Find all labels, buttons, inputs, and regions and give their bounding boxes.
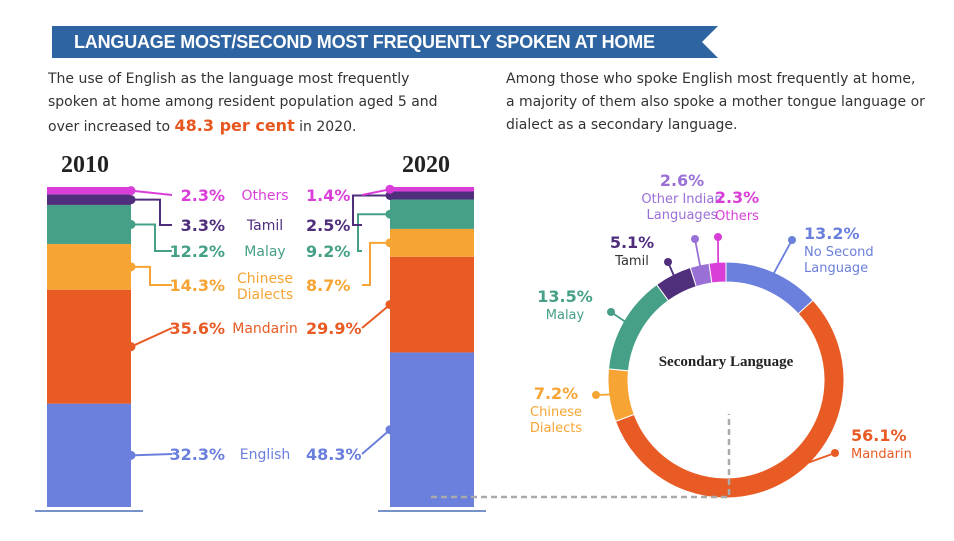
legend-label-line: Dialects: [237, 287, 293, 303]
data-label-2010-malay: 12.2%: [169, 242, 225, 261]
bar-2020-english: [390, 352, 474, 507]
donut-marker-tamil: [664, 258, 672, 266]
year-label-2010: 2010: [61, 152, 109, 178]
donut-leader-other-indian-languages: [694, 238, 703, 275]
donut-marker-malay: [607, 308, 615, 316]
donut-name-line: Chinese: [530, 405, 582, 420]
donut-value-other-indian-languages: 2.6%: [660, 171, 704, 190]
bar-2020-tamil: [390, 191, 474, 200]
donut-marker-no-second-language: [788, 236, 796, 244]
donut-marker-other-indian-languages: [691, 235, 699, 243]
donut-value-chinese-dialects: 7.2%: [534, 384, 578, 403]
connector-2010-chinese-dialects: [131, 265, 172, 286]
dashed-link-line: [431, 414, 731, 499]
data-label-2020-english: 48.3%: [306, 445, 362, 464]
bar-2010-tamil: [47, 194, 131, 205]
donut-name-tamil: Tamil: [614, 254, 649, 269]
data-label-2010-tamil: 3.3%: [181, 216, 225, 235]
donut-name-chinese-dialects: Chinese Dialects: [530, 405, 582, 436]
connector-2010-tamil: [131, 198, 172, 226]
page-title: LANGUAGE MOST/SECOND MOST FREQUENTLY SPO…: [74, 32, 655, 52]
donut-name-line: Language: [804, 261, 868, 276]
connector-2010-malay: [131, 223, 172, 252]
connector-2010-english: [130, 453, 173, 457]
data-label-2010-chinese-dialects: 14.3%: [169, 276, 225, 295]
donut-center-title: Secondary Language: [658, 354, 794, 370]
donut-value-tamil: 5.1%: [610, 233, 654, 252]
bar-2010-malay: [47, 204, 131, 244]
donut-name-line: Mandarin: [851, 447, 912, 462]
donut-name-line: Malay: [546, 308, 585, 323]
donut-marker-chinese-dialects: [592, 391, 600, 399]
data-label-2020-tamil: 2.5%: [306, 216, 350, 235]
legend-label-english: English: [240, 447, 291, 463]
data-label-2010-others: 2.3%: [181, 186, 225, 205]
donut-name-line: Tamil: [614, 254, 649, 269]
donut-name-line: Other Indian: [641, 192, 722, 207]
donut-name-no-second-language: No Second Language: [804, 245, 874, 276]
bar-2020-malay: [390, 199, 474, 229]
intro-text-left: The use of English as the language most …: [48, 68, 448, 139]
donut-name-line: Dialects: [530, 421, 582, 436]
connector-2020-others: [361, 188, 391, 196]
bar-2020-chinese-dialects: [390, 228, 474, 257]
donut-name-line: No Second: [804, 245, 874, 260]
donut-slice-mandarin: [614, 299, 845, 499]
bar-2010-english: [47, 403, 131, 507]
donut-leader-mandarin: [782, 452, 836, 473]
intro-text-left-tail: in 2020.: [294, 119, 357, 135]
donut-leader-malay: [610, 311, 633, 328]
donut-value-mandarin: 56.1%: [851, 426, 907, 445]
data-label-2020-malay: 9.2%: [306, 242, 350, 261]
donut-leader-no-second-language: [768, 239, 793, 282]
bar-2020-mandarin: [390, 256, 474, 353]
legend-label-malay: Malay: [244, 244, 285, 260]
bar-2020-others: [390, 187, 474, 192]
data-label-2010-mandarin: 35.6%: [169, 319, 225, 338]
donut-name-malay: Malay: [546, 308, 585, 323]
bar-2010-others: [47, 187, 131, 195]
donut-name-line: Others: [715, 209, 759, 224]
donut-marker-mandarin: [831, 449, 839, 457]
title-banner: [52, 26, 718, 58]
connector-2020-chinese-dialects: [362, 241, 390, 286]
intro-text-right: Among those who spoke English most frequ…: [506, 71, 925, 133]
donut-name-others: Others: [715, 209, 759, 224]
year-label-2020: 2020: [402, 152, 450, 178]
data-label-2010-english: 32.3%: [169, 445, 225, 464]
connector-2020-english: [361, 428, 391, 455]
donut-slice-others: [708, 261, 727, 284]
donut-name-other-indian-languages: Other Indian Languages: [641, 192, 722, 223]
donut-name-mandarin: Mandarin: [851, 447, 912, 462]
title-banner-shape: [52, 26, 718, 58]
donut-slice-no-second-language: [725, 261, 814, 315]
connector-2020-malay: [357, 213, 390, 252]
legend-label-tamil: Tamil: [246, 218, 283, 234]
bar-2010-chinese-dialects: [47, 243, 131, 290]
donut-name-line: Languages: [647, 208, 718, 223]
connector-2020-tamil: [352, 194, 390, 226]
data-label-2020-chinese-dialects: 8.7%: [306, 276, 350, 295]
connector-2020-mandarin: [361, 303, 391, 329]
legend-label-line: Chinese: [237, 271, 293, 287]
legend-label-others: Others: [241, 188, 288, 204]
connector-2010-mandarin: [130, 327, 173, 348]
donut-value-malay: 13.5%: [537, 287, 593, 306]
intro-highlight: 48.3 per cent: [174, 116, 295, 135]
donut-value-no-second-language: 13.2%: [804, 224, 860, 243]
connector-2010-others: [130, 189, 173, 196]
data-label-2020-mandarin: 29.9%: [306, 319, 362, 338]
donut-value-others: 2.3%: [715, 188, 759, 207]
legend-label-mandarin: Mandarin: [232, 321, 298, 337]
data-label-2020-others: 1.4%: [306, 186, 350, 205]
donut-marker-others: [714, 233, 722, 241]
bar-2010-mandarin: [47, 289, 131, 404]
legend-label-chinese-dialects: Chinese Dialects: [237, 271, 293, 303]
intro-text-left-body: The use of English as the language most …: [48, 71, 438, 135]
